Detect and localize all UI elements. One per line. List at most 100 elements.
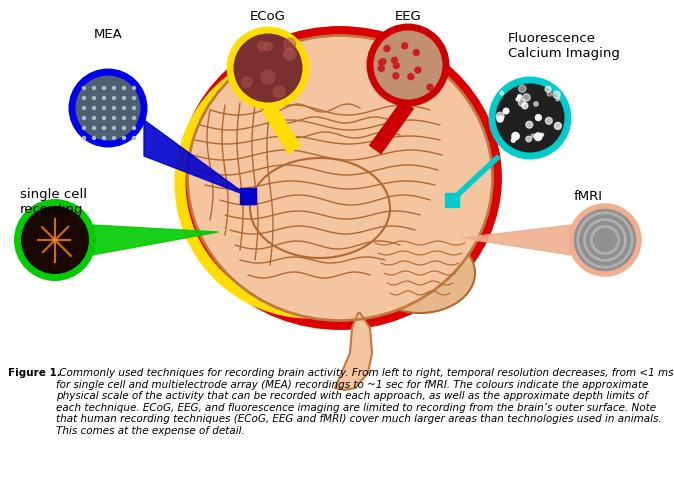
Text: Figure 1.: Figure 1.: [8, 368, 61, 378]
Circle shape: [394, 63, 399, 69]
Circle shape: [92, 97, 96, 100]
Circle shape: [133, 127, 135, 130]
Circle shape: [413, 50, 419, 55]
Circle shape: [512, 133, 519, 140]
Circle shape: [378, 65, 384, 71]
Circle shape: [535, 114, 541, 121]
Circle shape: [526, 121, 532, 128]
Circle shape: [523, 94, 530, 101]
Circle shape: [82, 116, 86, 119]
Circle shape: [518, 95, 522, 99]
Polygon shape: [92, 225, 218, 255]
Circle shape: [133, 97, 135, 100]
Circle shape: [82, 97, 86, 100]
Circle shape: [415, 67, 421, 73]
Polygon shape: [335, 313, 372, 390]
Circle shape: [133, 107, 135, 109]
Circle shape: [526, 136, 532, 142]
Circle shape: [284, 49, 297, 60]
Circle shape: [133, 136, 135, 139]
Circle shape: [123, 116, 125, 119]
Text: EEG: EEG: [394, 10, 421, 23]
Ellipse shape: [492, 80, 568, 156]
Circle shape: [113, 116, 115, 119]
Circle shape: [261, 70, 275, 84]
Circle shape: [92, 107, 96, 109]
Circle shape: [102, 127, 106, 130]
Circle shape: [380, 59, 386, 65]
Circle shape: [284, 38, 296, 50]
Ellipse shape: [72, 72, 144, 144]
Text: Fluorescence
Calcium Imaging: Fluorescence Calcium Imaging: [508, 32, 620, 60]
Circle shape: [402, 43, 408, 49]
Text: fMRI: fMRI: [574, 190, 603, 203]
Circle shape: [92, 116, 96, 119]
Circle shape: [113, 86, 115, 89]
Circle shape: [123, 86, 125, 89]
Circle shape: [545, 86, 551, 92]
Circle shape: [516, 98, 520, 101]
Circle shape: [283, 49, 294, 59]
Circle shape: [518, 85, 526, 92]
Circle shape: [102, 97, 106, 100]
Circle shape: [257, 42, 266, 51]
Circle shape: [82, 107, 86, 109]
Circle shape: [102, 116, 106, 119]
Circle shape: [102, 86, 106, 89]
Text: Commonly used techniques for recording brain activity. From left to right, tempo: Commonly used techniques for recording b…: [56, 368, 673, 436]
Circle shape: [531, 134, 534, 137]
Circle shape: [113, 127, 115, 130]
Ellipse shape: [370, 27, 446, 103]
Circle shape: [123, 127, 125, 130]
Circle shape: [541, 133, 543, 136]
Circle shape: [102, 107, 106, 109]
Circle shape: [408, 74, 414, 80]
Polygon shape: [462, 225, 571, 255]
Ellipse shape: [230, 30, 306, 106]
Circle shape: [427, 84, 433, 90]
Circle shape: [133, 116, 135, 119]
Circle shape: [553, 91, 560, 98]
Ellipse shape: [18, 202, 92, 277]
Text: single cell
recording: single cell recording: [20, 188, 87, 216]
Circle shape: [92, 136, 96, 139]
Circle shape: [113, 107, 115, 109]
Circle shape: [113, 97, 115, 100]
Text: ECoG: ECoG: [250, 10, 286, 23]
Circle shape: [497, 116, 503, 122]
Circle shape: [264, 42, 272, 51]
Circle shape: [384, 46, 390, 52]
Circle shape: [496, 112, 504, 120]
Circle shape: [274, 86, 285, 98]
Circle shape: [102, 136, 106, 139]
Circle shape: [133, 86, 135, 89]
Polygon shape: [144, 120, 248, 196]
Circle shape: [392, 57, 398, 63]
Circle shape: [123, 107, 125, 109]
Circle shape: [545, 117, 552, 124]
Circle shape: [113, 136, 115, 139]
Circle shape: [379, 59, 385, 66]
Circle shape: [500, 91, 503, 95]
Circle shape: [82, 86, 86, 89]
Text: MEA: MEA: [94, 28, 123, 41]
Ellipse shape: [187, 35, 493, 321]
Circle shape: [241, 77, 252, 87]
Circle shape: [123, 97, 125, 100]
Circle shape: [82, 136, 86, 139]
Circle shape: [522, 103, 528, 109]
Circle shape: [512, 138, 516, 142]
Ellipse shape: [571, 206, 639, 274]
Circle shape: [556, 98, 559, 101]
Circle shape: [534, 133, 542, 140]
Circle shape: [547, 91, 552, 96]
Circle shape: [123, 136, 125, 139]
FancyBboxPatch shape: [240, 188, 256, 204]
Circle shape: [503, 108, 509, 114]
Circle shape: [534, 102, 539, 106]
Ellipse shape: [365, 233, 475, 313]
Circle shape: [92, 86, 96, 89]
FancyBboxPatch shape: [445, 193, 459, 207]
Circle shape: [554, 122, 561, 130]
Circle shape: [518, 99, 526, 106]
